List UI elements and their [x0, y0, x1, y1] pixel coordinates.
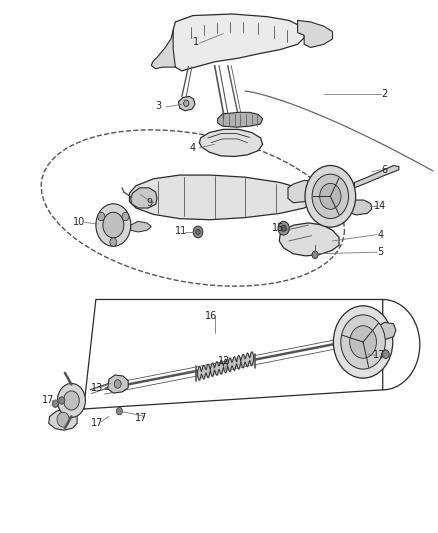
Circle shape: [64, 391, 79, 410]
Polygon shape: [297, 20, 332, 47]
Polygon shape: [108, 375, 128, 393]
Text: 3: 3: [155, 101, 162, 111]
Text: 13: 13: [91, 383, 103, 393]
Text: 17: 17: [42, 395, 54, 406]
Circle shape: [103, 212, 124, 238]
Circle shape: [281, 225, 286, 231]
Polygon shape: [131, 188, 157, 208]
Polygon shape: [199, 130, 263, 157]
Text: 1: 1: [193, 37, 199, 47]
Circle shape: [193, 226, 203, 238]
Circle shape: [305, 165, 356, 227]
Polygon shape: [218, 112, 263, 127]
Polygon shape: [130, 175, 315, 220]
Polygon shape: [131, 221, 151, 232]
Polygon shape: [151, 30, 175, 69]
Circle shape: [312, 251, 318, 259]
Polygon shape: [375, 322, 396, 340]
Circle shape: [57, 383, 85, 417]
Text: 16: 16: [205, 311, 217, 321]
Circle shape: [52, 400, 58, 407]
Circle shape: [59, 397, 65, 404]
Circle shape: [96, 204, 131, 246]
Circle shape: [382, 350, 389, 359]
Text: 4: 4: [190, 143, 196, 153]
Circle shape: [196, 229, 200, 235]
Circle shape: [122, 212, 129, 221]
Text: 17: 17: [373, 350, 385, 360]
Polygon shape: [171, 14, 304, 71]
Circle shape: [57, 412, 69, 427]
Circle shape: [333, 306, 393, 378]
Text: 5: 5: [378, 247, 384, 257]
Circle shape: [320, 183, 341, 209]
Circle shape: [114, 379, 121, 388]
Circle shape: [312, 174, 349, 219]
Text: 6: 6: [381, 165, 387, 175]
Text: 10: 10: [73, 217, 85, 228]
Circle shape: [341, 315, 385, 369]
Circle shape: [117, 407, 123, 415]
Text: 17: 17: [135, 413, 148, 423]
Text: 4: 4: [378, 230, 384, 240]
Polygon shape: [345, 200, 372, 215]
Polygon shape: [288, 180, 318, 203]
Text: 17: 17: [92, 418, 104, 429]
Polygon shape: [279, 223, 339, 256]
Circle shape: [350, 326, 376, 358]
Text: 11: 11: [174, 226, 187, 236]
Polygon shape: [49, 409, 77, 430]
Polygon shape: [354, 165, 399, 188]
Circle shape: [278, 221, 289, 235]
Text: 2: 2: [381, 88, 387, 99]
Circle shape: [98, 212, 105, 221]
Text: 9: 9: [146, 198, 152, 208]
Polygon shape: [178, 96, 195, 111]
Circle shape: [184, 100, 189, 107]
Polygon shape: [365, 348, 386, 360]
Text: 12: 12: [218, 356, 230, 366]
Text: 15: 15: [272, 223, 284, 233]
Text: 14: 14: [374, 201, 387, 212]
Circle shape: [110, 238, 117, 246]
